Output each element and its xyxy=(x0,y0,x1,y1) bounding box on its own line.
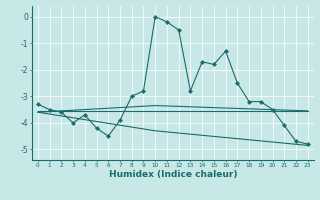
X-axis label: Humidex (Indice chaleur): Humidex (Indice chaleur) xyxy=(108,170,237,179)
